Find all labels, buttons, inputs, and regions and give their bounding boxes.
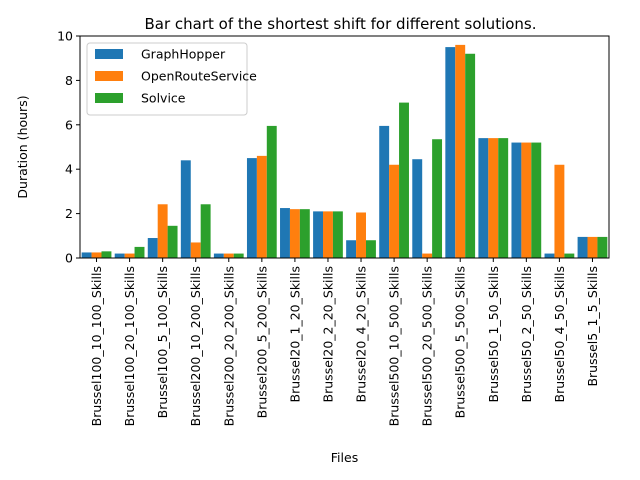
legend-swatch-openrouteservice — [95, 71, 123, 81]
bar-openrouteservice-5 — [256, 155, 267, 258]
bar-solvice-5 — [266, 125, 277, 258]
x-tick-label: Brussel500_10_500_Skills — [387, 266, 402, 426]
bar-solvice-3 — [200, 204, 211, 258]
bar-solvice-9 — [399, 102, 409, 258]
legend-swatch-graphhopper — [95, 49, 123, 59]
x-tick-label: Brussel100_20_100_Skills — [122, 266, 137, 426]
x-tick-label: Brussel20_2_20_Skills — [320, 266, 335, 402]
bar-graphhopper-4 — [213, 253, 224, 258]
bar-openrouteservice-15 — [587, 236, 598, 258]
bar-solvice-6 — [299, 209, 310, 258]
bar-solvice-7 — [332, 211, 343, 258]
x-tick-label: Brussel100_10_100_Skills — [89, 266, 104, 426]
x-tick-label: Brussel500_20_500_Skills — [420, 266, 435, 426]
chart-title: Bar chart of the shortest shift for diff… — [144, 15, 536, 33]
bar-openrouteservice-13 — [521, 142, 532, 258]
y-tick-label: 2 — [65, 206, 73, 221]
bar-graphhopper-12 — [478, 138, 489, 258]
bars-group — [81, 44, 608, 259]
legend-box — [86, 42, 248, 116]
plot-frame — [79, 35, 610, 259]
bar-openrouteservice-9 — [389, 164, 400, 258]
legend-swatch-solvice — [95, 93, 123, 103]
bar-graphhopper-11 — [445, 47, 456, 258]
x-tick-label: Brussel200_20_200_Skills — [221, 266, 236, 426]
x-axis-label: Files — [331, 450, 358, 465]
bar-graphhopper-13 — [511, 142, 522, 258]
x-tick-label: Brussel5_1_5_Skills — [585, 266, 600, 387]
bar-solvice-11 — [465, 53, 476, 259]
bar-openrouteservice-6 — [289, 209, 300, 258]
bar-graphhopper-7 — [313, 211, 324, 258]
y-axis-label: Duration (hours) — [15, 95, 30, 198]
bar-openrouteservice-10 — [422, 253, 433, 258]
bar-graphhopper-0 — [81, 252, 92, 258]
bar-openrouteservice-0 — [91, 252, 102, 258]
bar-solvice-10 — [432, 139, 443, 258]
bar-openrouteservice-4 — [223, 253, 234, 258]
bar-graphhopper-1 — [114, 253, 125, 258]
bar-graphhopper-10 — [412, 159, 423, 258]
bar-openrouteservice-8 — [356, 212, 366, 258]
x-tick-label: Brussel50_2_50_Skills — [519, 266, 534, 402]
bar-graphhopper-5 — [246, 158, 257, 258]
bar-openrouteservice-3 — [190, 242, 201, 258]
bar-solvice-12 — [498, 138, 509, 258]
bar-graphhopper-6 — [280, 208, 290, 258]
bar-solvice-2 — [167, 225, 178, 258]
legend-label-graphhopper: GraphHopper — [141, 47, 226, 62]
x-axis-ticks: Brussel100_10_100_Skills Brussel100_20_10… — [89, 258, 600, 426]
bar-openrouteservice-12 — [488, 138, 499, 258]
bar-graphhopper-8 — [346, 240, 357, 258]
y-tick-label: 8 — [65, 73, 73, 88]
x-tick-label: Brussel200_10_200_Skills — [188, 266, 203, 426]
legend-label-solvice: Solvice — [141, 91, 186, 106]
legend-label-openrouteservice: OpenRouteService — [141, 69, 257, 84]
bar-graphhopper-2 — [147, 238, 158, 258]
legend: GraphHopper OpenRouteService Solvice — [86, 42, 257, 116]
bar-openrouteservice-2 — [157, 204, 168, 258]
bar-graphhopper-9 — [379, 125, 390, 258]
bar-solvice-4 — [233, 253, 244, 258]
x-tick-label: Brussel50_4_50_Skills — [552, 266, 567, 402]
bar-openrouteservice-11 — [455, 44, 466, 258]
bar-graphhopper-3 — [180, 160, 191, 258]
bar-openrouteservice-7 — [323, 211, 333, 258]
bar-graphhopper-14 — [544, 253, 555, 258]
bar-openrouteservice-1 — [124, 253, 135, 258]
bar-graphhopper-15 — [577, 236, 588, 258]
y-tick-label: 4 — [65, 162, 73, 177]
y-axis-ticks: 0 2 4 6 8 10 — [57, 29, 80, 266]
bar-solvice-0 — [101, 251, 112, 258]
y-tick-label: 6 — [65, 117, 73, 132]
x-tick-label: Brussel50_1_50_Skills — [486, 266, 501, 402]
bar-solvice-8 — [365, 240, 376, 258]
bar-solvice-1 — [134, 246, 145, 258]
x-tick-label: Brussel200_5_200_Skills — [254, 266, 269, 418]
x-tick-label: Brussel100_5_100_Skills — [155, 266, 170, 418]
bar-openrouteservice-14 — [554, 164, 565, 258]
bar-solvice-14 — [564, 253, 575, 258]
y-tick-label: 10 — [57, 29, 73, 44]
bar-solvice-15 — [597, 236, 608, 258]
bar-solvice-13 — [531, 142, 542, 258]
x-tick-label: Brussel500_5_500_Skills — [453, 266, 468, 418]
x-tick-label: Brussel20_4_20_Skills — [354, 266, 369, 402]
x-tick-label: Brussel20_1_20_Skills — [287, 266, 302, 402]
y-tick-label: 0 — [65, 251, 73, 266]
